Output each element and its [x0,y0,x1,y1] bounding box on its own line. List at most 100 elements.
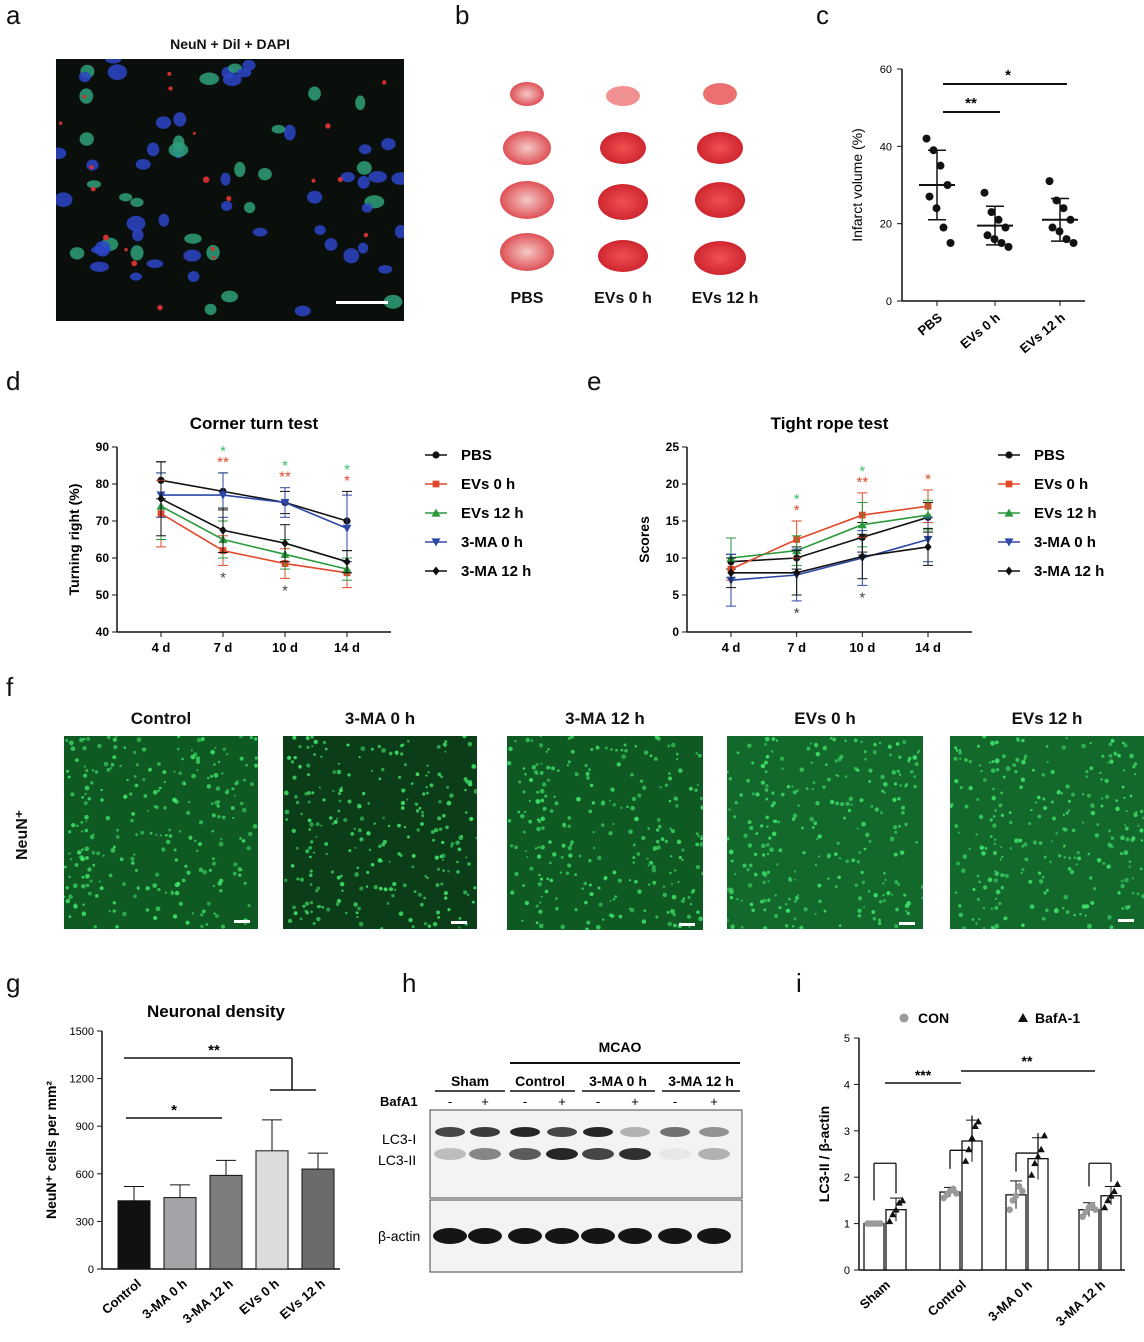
x-tick-label: EVs 12 h [1017,310,1068,356]
legend-marker [1018,1013,1028,1022]
chart-title: Neuronal density [147,1002,285,1021]
bafa1-sign: - [448,1094,452,1109]
x-tick-label: Control [925,1277,969,1319]
bafa1-sign: + [710,1094,718,1109]
legend-label: EVs 0 h [461,476,515,493]
sig-stars: ** [279,469,291,486]
data-point [1048,223,1057,232]
series-line-4 [731,546,929,574]
lc3-ii-band [469,1148,501,1160]
actin-band [508,1228,542,1244]
sig-stars: * [794,605,800,622]
neun-image-evs12h [950,736,1144,929]
data-point [953,1190,960,1197]
y-tick-label: 0 [88,1264,94,1276]
legend-marker [432,451,440,459]
y-tick-label: 0 [886,296,892,308]
neun-image-3ma12h [507,736,703,930]
data-point [936,161,945,170]
legend-label: EVs 12 h [1034,505,1097,522]
x-tick-label: 10 d [272,640,298,655]
sig-stars: * [925,471,931,488]
legend-label: PBS [461,447,492,464]
x-tick-label: 14 d [334,640,360,655]
data-point [343,557,351,567]
data-point [281,538,289,548]
bar [863,1222,885,1271]
f-col-control: Control [130,709,192,728]
panel-g-label: g [6,968,21,998]
scale-bar [336,301,388,304]
data-point [157,494,165,504]
f-col-3ma12h: 3-MA 12 h [565,709,645,728]
sig-stars: * [282,582,288,599]
x-tick-label: 4 d [152,640,171,655]
series-line-1 [160,512,348,574]
sig-stars: ** [1022,1053,1033,1069]
x-tick-label: 14 d [915,640,941,655]
sig-stars: * [794,502,800,519]
x-tick-label: 10 d [849,640,875,655]
data-point [1104,1196,1112,1204]
legend-marker [432,566,440,576]
western-blot: MCAO Sham Control 3-MA 0 h 3-MA 12 h Baf… [378,1039,743,1273]
chart-title: Tight rope test [771,414,889,433]
data-point [962,1157,970,1164]
tight-rope-chart: Tight rope test 0 5 10 15 20 25 Scores 4 d 7 d 10 … [636,414,1104,655]
h-group-3ma12h: 3-MA 12 h [668,1073,734,1089]
lc3-ii-band [659,1148,691,1160]
actin-band [433,1228,467,1244]
data-point [987,208,996,217]
bafa1-sign: - [523,1094,527,1109]
y-tick-label: 40 [880,141,892,153]
y-tick-label: 5 [672,588,679,602]
y-axis-label: Infarct volume (%) [849,128,865,242]
data-point [1031,1159,1039,1167]
panel-b-label: b [455,0,470,30]
sig-stars: * [859,589,865,606]
legend-label: 3-MA 0 h [461,534,523,551]
lc3-i-band [435,1127,465,1137]
sig-stars: * [859,463,865,480]
data-point [727,568,735,578]
data-point [1034,1152,1042,1160]
legend-marker [1004,538,1014,547]
x-tick-label: 3-MA 12 h [1053,1277,1108,1329]
brain-slices-image [500,82,746,275]
y-tick-label: 900 [76,1121,94,1133]
data-point [218,491,228,500]
data-point [892,1206,900,1213]
data-point [1110,1187,1118,1194]
bar [209,1174,243,1270]
data-point [1113,1180,1121,1188]
f-col-3ma0h: 3-MA 0 h [344,709,416,728]
data-point [980,188,989,197]
x-tick-label: 4 d [722,640,741,655]
neun-image-control [64,736,258,929]
y-tick-label: 0 [844,1265,850,1277]
y-tick-label: 600 [76,1169,94,1181]
y-tick-label: 5 [844,1033,850,1045]
neun-image-evs0h [727,736,923,929]
lc3-i-label: LC3-I [382,1131,416,1147]
series-line-4 [160,498,348,563]
lc3-i-band [583,1127,613,1137]
neun-image-3ma0h [283,736,477,929]
lc3-ii-label: LC3-II [378,1152,416,1168]
x-tick-label: EVs 12 h [277,1276,328,1322]
x-tick-label: 3-MA 12 h [180,1276,236,1327]
f-col-evs0h: EVs 0 h [794,709,856,728]
bar [117,1200,151,1270]
series-line-3 [161,494,348,530]
bafa1-sign: - [596,1094,600,1109]
series-line-2 [160,505,348,570]
y-axis-label: LC3-II / β-actin [816,1106,832,1202]
panel-a-title: NeuN + Dil + DAPI [170,36,290,52]
data-point [898,1196,906,1204]
panel-h-label: h [402,968,417,998]
actin-band [658,1228,692,1244]
y-tick-label: 60 [96,551,110,565]
sig-stars: * [344,472,350,489]
x-tick-label: 7 d [787,640,806,655]
h-group-control: Control [515,1073,565,1089]
